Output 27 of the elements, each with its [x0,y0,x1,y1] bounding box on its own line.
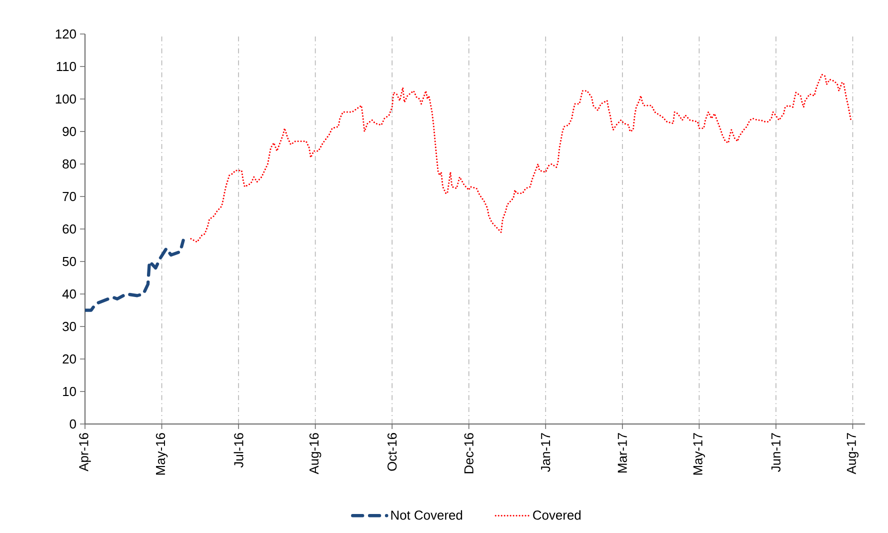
y-tick-label: 100 [56,94,76,104]
y-tick-label: 110 [56,62,76,72]
y-tick-label: 80 [62,159,76,169]
y-tick-label: 40 [62,289,76,299]
x-tick-label: Oct-16 [388,433,397,471]
y-tick-label: 30 [62,322,76,332]
y-tick-label: 20 [62,354,76,364]
x-tick-label: Jul-16 [234,433,244,468]
x-tick-label: Dec-16 [464,433,474,474]
legend-label: Covered [533,510,581,520]
line-series [85,238,185,312]
y-tick-label: 90 [62,126,76,136]
y-tick-label: 10 [63,386,76,396]
x-tick-label: Aug-17 [846,433,859,474]
x-tick-label: May-17 [693,433,705,475]
y-tick-label: 120 [56,29,76,39]
x-tick-label: Jun-17 [771,433,780,472]
x-tick-label: Jan-17 [541,433,550,472]
x-tick-label: May-16 [156,433,168,475]
y-tick-label: 50 [62,256,76,266]
y-tick-label: 0 [70,419,76,429]
legend-label: Not Covered [391,510,462,520]
y-tick-label: 60 [62,224,76,234]
y-tick-label: 70 [62,192,76,202]
x-tick-label: Apr-16 [79,433,91,472]
x-tick-label: Aug-16 [309,433,322,474]
x-tick-label: Mar-17 [618,433,627,472]
